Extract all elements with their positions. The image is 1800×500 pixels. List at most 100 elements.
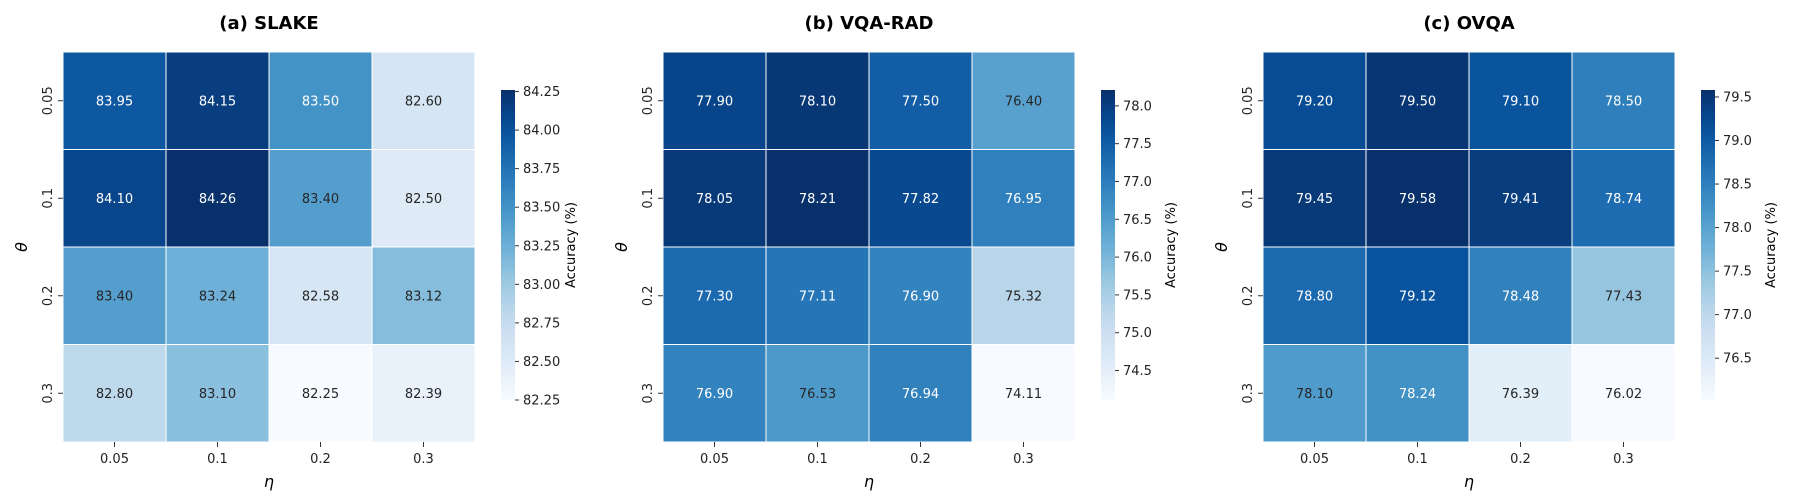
y-tick-label: 0.2: [641, 285, 656, 306]
cell-value-label: 76.40: [1005, 94, 1042, 109]
heatmap-cell: [1571, 246, 1676, 345]
cell-value-label: 83.12: [405, 289, 442, 304]
cell-value-label: 84.15: [199, 94, 236, 109]
colorbar-tick-label: 84.00: [523, 124, 560, 139]
colorbar-tick-label: 77.5: [1723, 265, 1752, 280]
heatmap-cell: [165, 246, 270, 345]
heatmap-cell: [1365, 344, 1470, 443]
x-tick-label: 0.3: [1013, 452, 1034, 467]
colorbar-tick-label: 83.75: [523, 162, 560, 177]
cell-value-label: 78.48: [1502, 289, 1539, 304]
colorbar-tick-label: 77.0: [1723, 308, 1752, 323]
cell-value-label: 74.11: [1005, 387, 1042, 402]
cell-value-label: 79.12: [1399, 289, 1436, 304]
y-axis-label: θ: [612, 242, 631, 252]
x-axis-label: η: [864, 472, 874, 491]
cell-value-label: 76.02: [1605, 387, 1642, 402]
heatmap-panel-1: (a) SLAKE 83.95 84.15 83.50 82.60 84.10 84.26 8…: [12, 13, 579, 491]
heatmap-cell: [971, 246, 1076, 345]
heatmap-cell: [1571, 149, 1676, 248]
colorbar-label: Accuracy (%): [1764, 202, 1779, 288]
heatmap-cell: [765, 246, 870, 345]
cell-value-label: 76.53: [799, 387, 836, 402]
cell-value-label: 82.58: [302, 289, 339, 304]
cell-value-label: 75.32: [1005, 289, 1042, 304]
y-tick-label: 0.2: [1241, 285, 1256, 306]
cell-value-label: 76.90: [902, 289, 939, 304]
cell-value-label: 77.30: [696, 289, 733, 304]
cell-value-label: 78.50: [1605, 94, 1642, 109]
heatmap-cell: [165, 344, 270, 443]
colorbar-tick-label: 78.0: [1723, 221, 1752, 236]
y-tick-label: 0.3: [1241, 383, 1256, 404]
x-tick-label: 0.3: [413, 452, 434, 467]
heatmap-cell: [62, 51, 167, 150]
cell-value-label: 78.10: [1296, 387, 1333, 402]
cell-value-label: 83.40: [96, 289, 133, 304]
cell-value-label: 77.50: [902, 94, 939, 109]
heatmap-cell: [1262, 149, 1367, 248]
cell-value-label: 83.24: [199, 289, 236, 304]
colorbar-tick-label: 79.5: [1723, 90, 1752, 105]
y-tick-label: 0.1: [1241, 188, 1256, 209]
heatmap-cell: [268, 344, 373, 443]
cell-value-label: 79.50: [1399, 94, 1436, 109]
x-tick-label: 0.2: [1510, 452, 1531, 467]
heatmap-cell: [662, 246, 767, 345]
cell-value-label: 79.45: [1296, 192, 1333, 207]
cell-value-label: 79.41: [1502, 192, 1539, 207]
x-tick-label: 0.2: [910, 452, 931, 467]
x-tick-label: 0.05: [700, 452, 729, 467]
y-axis-label: θ: [12, 242, 31, 252]
cell-value-label: 78.24: [1399, 387, 1436, 402]
heatmap-cell: [62, 149, 167, 248]
x-tick-label: 0.05: [1300, 452, 1329, 467]
heatmap-cell: [868, 51, 973, 150]
heatmap-panel-3: (c) OVQA 79.20 79.50 79.10 78.50 79.45 79.58 79…: [1212, 13, 1779, 491]
cell-value-label: 78.10: [799, 94, 836, 109]
y-tick-label: 0.3: [641, 383, 656, 404]
cell-value-label: 82.50: [405, 192, 442, 207]
x-axis-label: η: [264, 472, 274, 491]
colorbar-label: Accuracy (%): [1164, 202, 1179, 288]
cell-value-label: 76.90: [696, 387, 733, 402]
colorbar: [501, 90, 515, 400]
colorbar: [1101, 90, 1115, 400]
panel-title: (c) OVQA: [1423, 13, 1514, 34]
y-tick-label: 0.1: [641, 188, 656, 209]
colorbar-tick-label: 74.5: [1123, 364, 1152, 379]
y-tick-label: 0.05: [641, 86, 656, 115]
x-axis-label: η: [1464, 472, 1474, 491]
heatmap-cell: [868, 344, 973, 443]
y-tick-label: 0.1: [41, 188, 56, 209]
cell-value-label: 83.40: [302, 192, 339, 207]
cell-value-label: 78.21: [799, 192, 836, 207]
heatmap-cell: [1468, 149, 1573, 248]
cell-value-label: 77.90: [696, 94, 733, 109]
heatmap-cell: [971, 149, 1076, 248]
cell-value-label: 77.43: [1605, 289, 1642, 304]
y-tick-label: 0.3: [41, 383, 56, 404]
cell-value-label: 77.82: [902, 192, 939, 207]
cell-value-label: 82.80: [96, 387, 133, 402]
heatmap-panel-2: (b) VQA-RAD 77.90 78.10 77.50 76.40 78.05 78.2…: [612, 13, 1179, 491]
cell-value-label: 76.95: [1005, 192, 1042, 207]
heatmap-cell: [765, 149, 870, 248]
colorbar-tick-label: 77.5: [1123, 137, 1152, 152]
colorbar-tick-label: 83.25: [523, 239, 560, 254]
colorbar-tick-label: 79.0: [1723, 134, 1752, 149]
cell-value-label: 83.95: [96, 94, 133, 109]
colorbar-tick-label: 78.5: [1723, 178, 1752, 193]
heatmap-cell: [268, 51, 373, 150]
cell-value-label: 82.25: [302, 387, 339, 402]
x-tick-label: 0.1: [807, 452, 828, 467]
x-tick-label: 0.2: [310, 452, 331, 467]
colorbar-tick-label: 77.0: [1123, 175, 1152, 190]
colorbar-tick-label: 83.50: [523, 201, 560, 216]
heatmap-cell: [371, 149, 476, 248]
colorbar-tick-label: 83.00: [523, 278, 560, 293]
colorbar-tick-label: 75.0: [1123, 326, 1152, 341]
colorbar-tick-label: 76.0: [1123, 251, 1152, 266]
y-tick-label: 0.05: [1241, 86, 1256, 115]
